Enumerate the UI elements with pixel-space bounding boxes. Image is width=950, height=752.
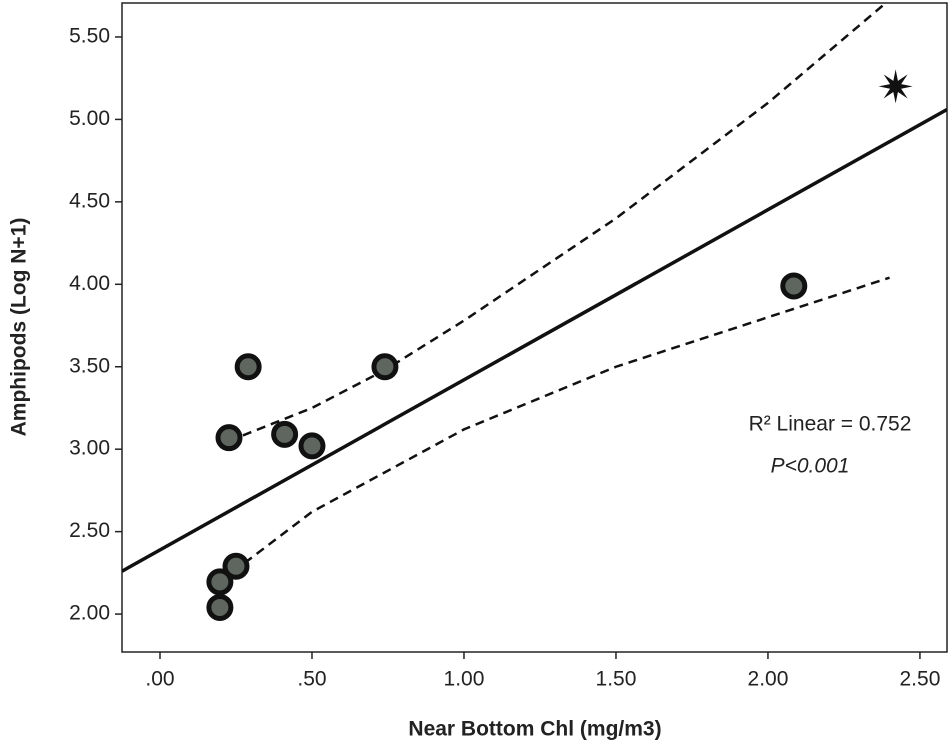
data-point xyxy=(371,353,399,381)
data-point xyxy=(215,424,243,452)
fit-line xyxy=(122,107,947,573)
x-tick-label: 1.00 xyxy=(444,668,485,691)
x-tick-label: .00 xyxy=(145,668,174,691)
data-point xyxy=(206,593,234,621)
annotation-p: P<0.001 xyxy=(771,455,850,478)
ci-lower xyxy=(220,276,890,583)
y-tick-label: 5.50 xyxy=(69,25,110,48)
plot-area xyxy=(122,3,947,621)
y-tick-label: 2.50 xyxy=(69,519,110,542)
y-tick-label: 4.50 xyxy=(69,189,110,212)
y-tick-label: 5.00 xyxy=(69,107,110,130)
data-point xyxy=(298,432,326,460)
y-tick-label: 2.00 xyxy=(69,602,110,625)
x-axis-title: Near Bottom Chl (mg/m3) xyxy=(408,718,661,741)
data-point xyxy=(780,272,808,300)
x-tick-label: 2.00 xyxy=(748,668,789,691)
x-tick-label: 2.50 xyxy=(900,668,941,691)
annotation-r2: R² Linear = 0.752 xyxy=(749,413,912,436)
y-tick-label: 3.50 xyxy=(69,354,110,377)
data-point xyxy=(271,420,299,448)
data-point xyxy=(206,568,234,596)
star-point xyxy=(878,69,913,104)
ci-upper xyxy=(228,3,888,443)
x-tick-label: 1.50 xyxy=(596,668,637,691)
x-tick-label: .50 xyxy=(297,668,326,691)
y-axis-title: Amphipods (Log N+1) xyxy=(8,218,31,437)
data-point xyxy=(222,552,250,580)
y-tick-label: 4.00 xyxy=(69,272,110,295)
y-tick-label: 3.00 xyxy=(69,437,110,460)
data-point xyxy=(234,353,262,381)
plot-frame xyxy=(121,2,948,653)
